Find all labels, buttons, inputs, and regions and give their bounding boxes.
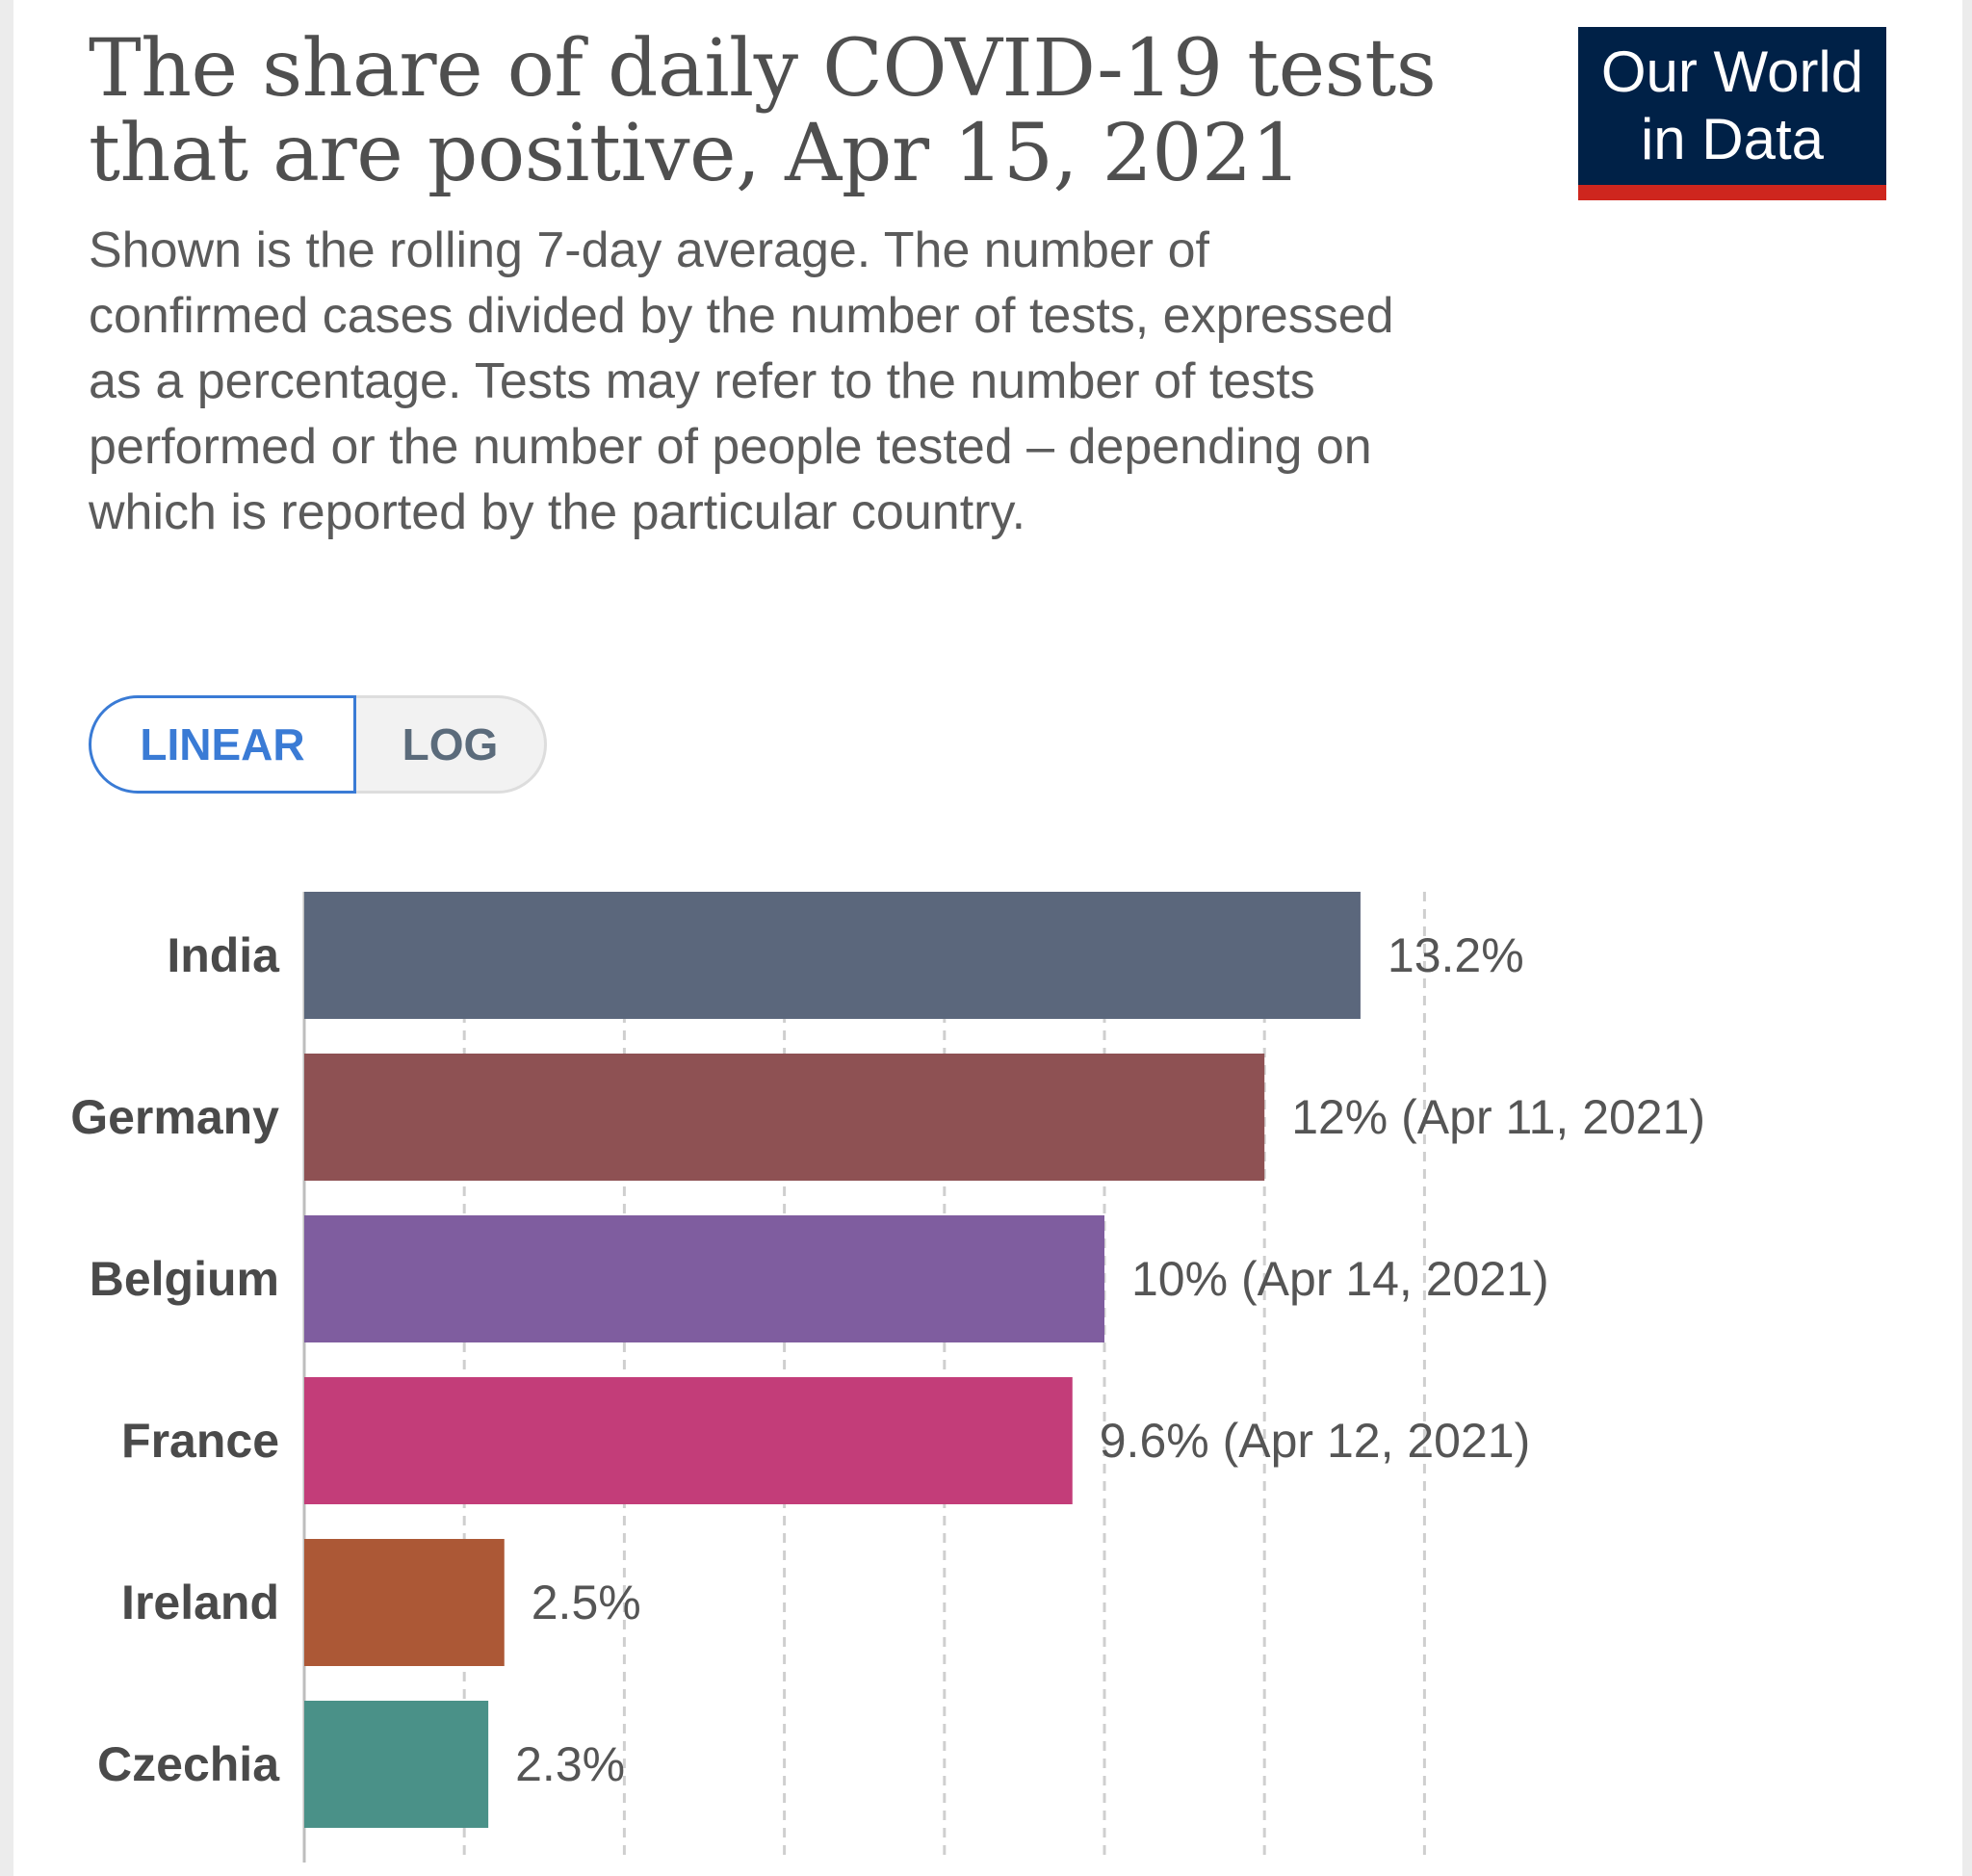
value-label: 10% (Apr 14, 2021) [1131,1252,1549,1306]
chart-card: The share of daily COVID-19 tests that a… [13,0,1962,1876]
linear-scale-button[interactable]: LINEAR [89,695,356,794]
bar [304,1701,489,1828]
bar [304,892,1361,1019]
value-label: 2.5% [532,1576,641,1629]
category-label: Ireland [121,1576,279,1629]
chart-title: The share of daily COVID-19 tests that a… [89,23,1437,199]
bar [304,1377,1073,1504]
logo-line-2: in Data [1640,107,1825,171]
bar [304,1054,1265,1181]
bar [304,1215,1104,1342]
value-label: 13.2% [1388,928,1524,982]
chart-subtitle: Shown is the rolling 7-day average. The … [89,222,1394,540]
bar [304,1539,505,1666]
logo-line-1: Our World [1600,39,1864,104]
category-label: Germany [70,1090,279,1144]
category-label: Belgium [90,1252,279,1306]
bar-chart: India 13.2% Germany 12% (Apr 11, 2021) Belgi… [70,892,1705,1863]
category-label: Czechia [97,1737,280,1791]
owid-logo[interactable]: Our World in Data [1578,27,1886,200]
value-label: 2.3% [515,1737,625,1791]
category-label: France [121,1414,279,1468]
value-label: 12% (Apr 11, 2021) [1291,1090,1705,1144]
value-label: 9.6% (Apr 12, 2021) [1100,1414,1531,1468]
category-label: India [167,928,280,982]
scale-toggle: LINEAR LOG [89,695,547,794]
log-scale-button[interactable]: LOG [356,695,547,794]
